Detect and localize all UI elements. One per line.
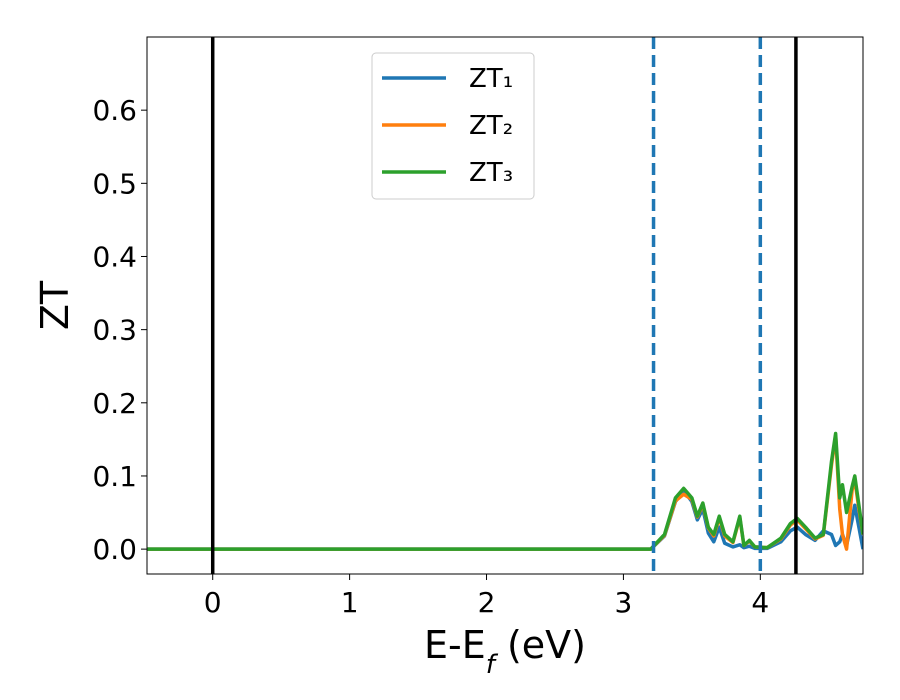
legend-box	[371, 52, 535, 200]
legend-label: ZT₁	[469, 64, 513, 94]
x-tick-label: 1	[341, 586, 359, 619]
y-tick-label: 0.5	[92, 167, 137, 200]
y-tick-label: 0.4	[92, 240, 137, 273]
y-tick-label: 0.1	[92, 460, 137, 493]
legend-label: ZT₃	[469, 158, 513, 188]
y-tick-label: 0.0	[92, 533, 137, 566]
legend-label: ZT₂	[469, 111, 513, 141]
x-tick-label: 3	[615, 586, 633, 619]
y-tick-label: 0.2	[92, 387, 137, 420]
series-line	[147, 433, 863, 551]
x-tick-label: 2	[478, 586, 496, 619]
y-axis-label: ZT	[33, 280, 77, 330]
x-axis-label: E-Ef (eV)	[424, 623, 586, 680]
series-line	[147, 488, 863, 551]
y-tick-label: 0.6	[92, 94, 137, 127]
x-axis-label-part: E-E	[424, 623, 486, 667]
y-tick-label: 0.3	[92, 314, 137, 347]
series-line	[147, 431, 863, 551]
x-tick-label: 0	[204, 586, 222, 619]
x-tick-label: 4	[751, 586, 769, 619]
plot-frame	[146, 36, 864, 575]
x-axis-label-part: (eV)	[495, 623, 586, 667]
